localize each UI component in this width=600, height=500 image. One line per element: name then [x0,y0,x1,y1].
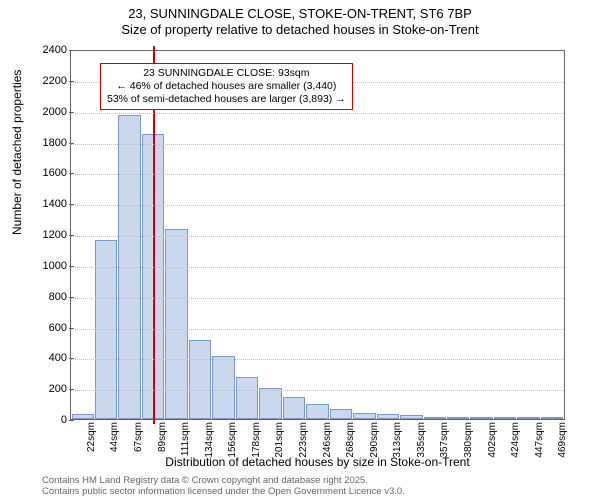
histogram-bar [236,377,258,419]
gridline [71,113,564,114]
title-block: 23, SUNNINGDALE CLOSE, STOKE-ON-TRENT, S… [0,6,600,37]
y-tick-label: 400 [27,352,67,364]
y-tick-label: 1200 [27,229,67,241]
y-tick-label: 0 [27,414,67,426]
y-tick-label: 2000 [27,106,67,118]
x-tick-label: 156sqm [227,422,238,458]
gridline [71,144,564,145]
gridline [71,359,564,360]
x-tick-label: 402sqm [487,422,498,458]
histogram-bar [400,415,422,419]
histogram-bar [470,417,492,419]
x-tick-label: 111sqm [180,422,191,456]
x-tick-label: 89sqm [157,422,168,452]
histogram-bar [72,414,94,419]
y-tick-label: 1400 [27,198,67,210]
histogram-bar [447,417,469,419]
histogram-bar [541,417,563,419]
histogram-bar [494,417,516,419]
annotation-line1: 23 SUNNINGDALE CLOSE: 93sqm [107,67,346,80]
x-tick-label: 223sqm [298,422,309,458]
histogram-bar [424,417,446,419]
x-tick-label: 67sqm [133,422,144,452]
y-tick-label: 2400 [27,44,67,56]
x-tick-label: 469sqm [557,422,568,458]
histogram-bar [517,417,539,419]
x-tick-label: 178sqm [251,422,262,458]
x-tick-label: 424sqm [510,422,521,458]
gridline [71,267,564,268]
x-tick-label: 335sqm [416,422,427,458]
address-title: 23, SUNNINGDALE CLOSE, STOKE-ON-TRENT, S… [0,6,600,21]
gridline [71,174,564,175]
gridline [71,329,564,330]
histogram-bar [330,409,352,419]
footer-line2: Contains public sector information licen… [42,487,405,498]
gridline [71,298,564,299]
y-axis-label: Number of detached properties [10,70,24,235]
x-tick-label: 134sqm [204,422,215,458]
footer: Contains HM Land Registry data © Crown c… [42,476,405,498]
x-tick-label: 44sqm [109,422,120,452]
x-tick-label: 290sqm [369,422,380,458]
histogram-bar [377,414,399,419]
histogram-bar [283,397,305,419]
histogram-bar [189,340,211,419]
gridline [71,205,564,206]
y-tick-label: 1600 [27,167,67,179]
gridline [71,390,564,391]
x-tick-label: 246sqm [322,422,333,458]
subtitle: Size of property relative to detached ho… [0,22,600,37]
y-tick-label: 800 [27,291,67,303]
x-tick-label: 268sqm [345,422,356,458]
y-tick-label: 600 [27,322,67,334]
x-tick-label: 22sqm [86,422,97,452]
histogram-bar [353,413,375,419]
annotation-line3: 53% of semi-detached houses are larger (… [107,93,346,106]
histogram-bar [259,388,281,419]
histogram-bar [212,356,234,419]
x-tick-label: 201sqm [274,422,285,458]
chart-container: 23, SUNNINGDALE CLOSE, STOKE-ON-TRENT, S… [0,0,600,500]
y-tick-label: 1800 [27,137,67,149]
y-tick-label: 200 [27,383,67,395]
annotation-box: 23 SUNNINGDALE CLOSE: 93sqm ← 46% of det… [100,63,353,110]
x-tick-label: 357sqm [439,422,450,458]
histogram-bar [306,404,328,419]
annotation-line2: ← 46% of detached houses are smaller (3,… [107,80,346,93]
x-tick-label: 447sqm [534,422,545,458]
gridline [71,236,564,237]
y-tick-label: 2200 [27,75,67,87]
x-tick-label: 313sqm [392,422,403,458]
y-tick-label: 1000 [27,260,67,272]
x-tick-label: 380sqm [463,422,474,458]
